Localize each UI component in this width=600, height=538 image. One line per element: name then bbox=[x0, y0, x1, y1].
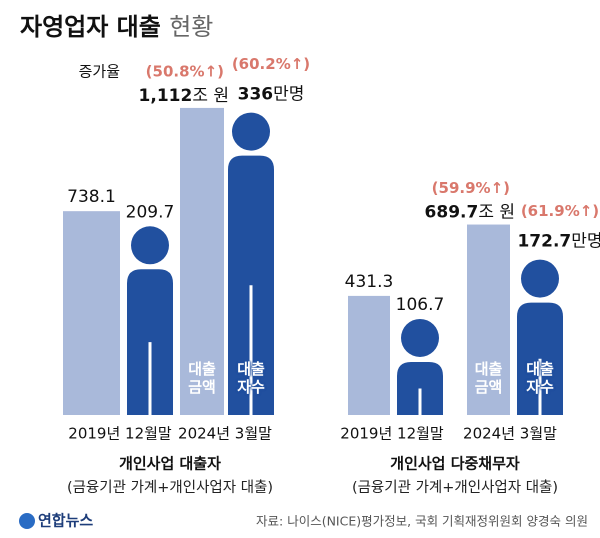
legend-label-text: 대출 자수 bbox=[237, 360, 265, 396]
title-bold: 자영업자 대출 bbox=[20, 13, 161, 41]
logo: 연합뉴스 bbox=[38, 512, 93, 530]
legend-label-text: 대출 자수 bbox=[526, 360, 554, 396]
change-title: 증가율 bbox=[79, 62, 120, 80]
value-number: 336 bbox=[238, 85, 274, 105]
source: 자료: 나이스(NICE)평가정보, 국회 기획재정위원회 양경숙 의원 bbox=[256, 514, 588, 529]
legend-label-text: 대출 금액 bbox=[188, 360, 216, 396]
title: 자영업자 대출 현황 bbox=[20, 13, 213, 41]
panel-subtitle: (금융기관 가계+개인사업자 대출) bbox=[352, 479, 558, 496]
panel-title: 개인사업 대출자 bbox=[119, 455, 221, 473]
change-label: (60.2%↑) bbox=[232, 55, 310, 73]
value-label: 336만명 bbox=[238, 85, 305, 105]
legend-label: 대출 자수 bbox=[526, 360, 554, 396]
change-label: (61.9%↑) bbox=[521, 202, 599, 220]
value-unit: 만명 bbox=[273, 85, 304, 105]
value-number: 1,112 bbox=[139, 86, 193, 106]
bar bbox=[348, 295, 390, 415]
x-tick-label: 2019년 12월말 bbox=[68, 425, 172, 443]
value-unit: 만명 bbox=[571, 232, 600, 252]
logo-icon bbox=[19, 513, 35, 529]
title-light: 현황 bbox=[169, 13, 213, 41]
value-number: 172.7 bbox=[517, 232, 571, 252]
person bbox=[517, 259, 563, 415]
value-unit: 조 원 bbox=[478, 203, 515, 223]
value-unit: 조 원 bbox=[192, 86, 229, 106]
bar bbox=[180, 107, 224, 415]
change-label: (59.9%↑) bbox=[432, 179, 510, 197]
person bbox=[397, 318, 443, 415]
bar bbox=[467, 224, 510, 415]
value-label: 209.7 bbox=[126, 202, 175, 222]
panel-title: 개인사업 다중채무자 bbox=[390, 455, 520, 473]
x-tick-label: 2019년 12월말 bbox=[340, 425, 444, 443]
bar bbox=[63, 211, 120, 415]
value-number: 689.7 bbox=[425, 203, 479, 223]
value-label: 738.1 bbox=[67, 187, 116, 207]
value-label: 431.3 bbox=[345, 272, 394, 292]
legend-label: 대출 금액 bbox=[188, 360, 216, 396]
value-label: 689.7조 원 bbox=[425, 203, 515, 223]
person bbox=[127, 226, 173, 415]
legend-label-text: 대출 금액 bbox=[474, 360, 503, 396]
legend-label: 대출 금액 bbox=[474, 360, 503, 396]
x-tick-label: 2024년 3월말 bbox=[463, 425, 557, 443]
x-tick-label: 2024년 3월말 bbox=[178, 425, 272, 443]
value-label: 172.7만명 bbox=[517, 232, 600, 252]
value-label: 1,112조 원 bbox=[139, 86, 229, 106]
value-label: 106.7 bbox=[396, 295, 445, 315]
person bbox=[228, 112, 274, 415]
legend-label: 대출 자수 bbox=[237, 360, 265, 396]
change-label: (50.8%↑) bbox=[146, 62, 224, 80]
panel-subtitle: (금융기관 가계+개인사업자 대출) bbox=[67, 479, 273, 496]
